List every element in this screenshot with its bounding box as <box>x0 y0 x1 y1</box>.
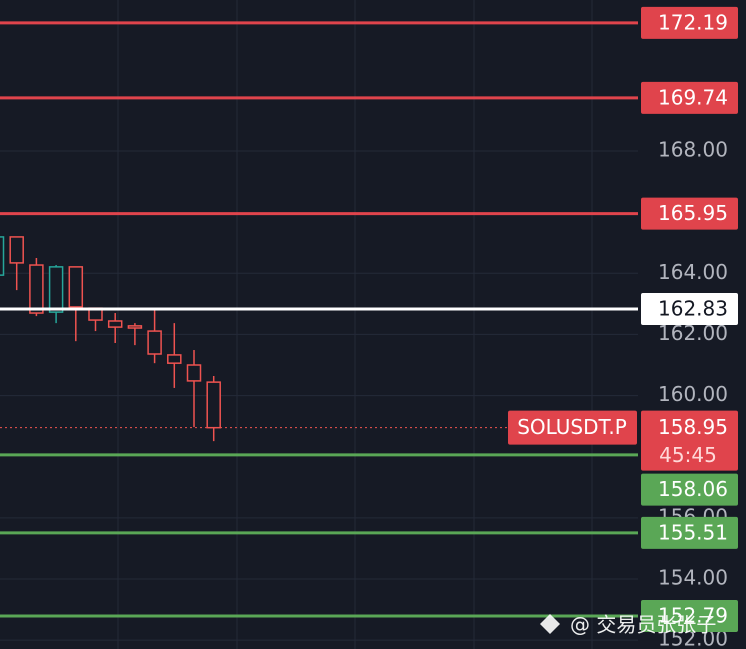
level-label: 172.19 <box>658 10 728 34</box>
candle-body <box>9 236 24 264</box>
level-label-box <box>641 6 738 39</box>
candle-body <box>147 330 162 355</box>
level-label: 158.06 <box>658 477 728 501</box>
last-price-box <box>641 410 738 471</box>
level-label-box <box>641 599 738 632</box>
countdown: 45:45 <box>659 443 717 467</box>
level-label: 152.79 <box>658 603 728 627</box>
level-label-box <box>641 516 738 549</box>
level-label-box <box>641 81 738 114</box>
level-label-box <box>641 473 738 506</box>
y-tick-label: 168.00 <box>658 138 728 162</box>
candle-body <box>186 364 202 382</box>
level-label: 165.95 <box>658 201 728 225</box>
candle-body <box>167 354 182 364</box>
candle-body <box>206 381 221 429</box>
candle-body <box>29 264 44 314</box>
level-label-box <box>641 293 738 326</box>
y-tick-label: 164.00 <box>658 260 728 284</box>
candle-body <box>68 266 84 308</box>
level-label: 169.74 <box>658 85 728 109</box>
symbol-box <box>508 410 637 445</box>
level-label-box <box>641 197 738 230</box>
candle-body <box>127 325 143 329</box>
y-tick-label: 154.00 <box>658 565 728 589</box>
symbol-label: SOLUSDT.P <box>517 415 627 439</box>
candle-body <box>107 320 123 328</box>
candle-body <box>48 266 64 313</box>
candle-body <box>0 236 5 276</box>
level-label: 155.51 <box>658 520 728 544</box>
watermark-logo <box>540 614 560 634</box>
y-tick-label: 160.00 <box>658 382 728 406</box>
last-price-label: 158.95 <box>658 415 728 439</box>
level-label: 162.83 <box>658 297 728 321</box>
watermark: @ 交易员张张子 <box>570 613 716 637</box>
y-tick-label: 152.00 <box>658 627 728 649</box>
